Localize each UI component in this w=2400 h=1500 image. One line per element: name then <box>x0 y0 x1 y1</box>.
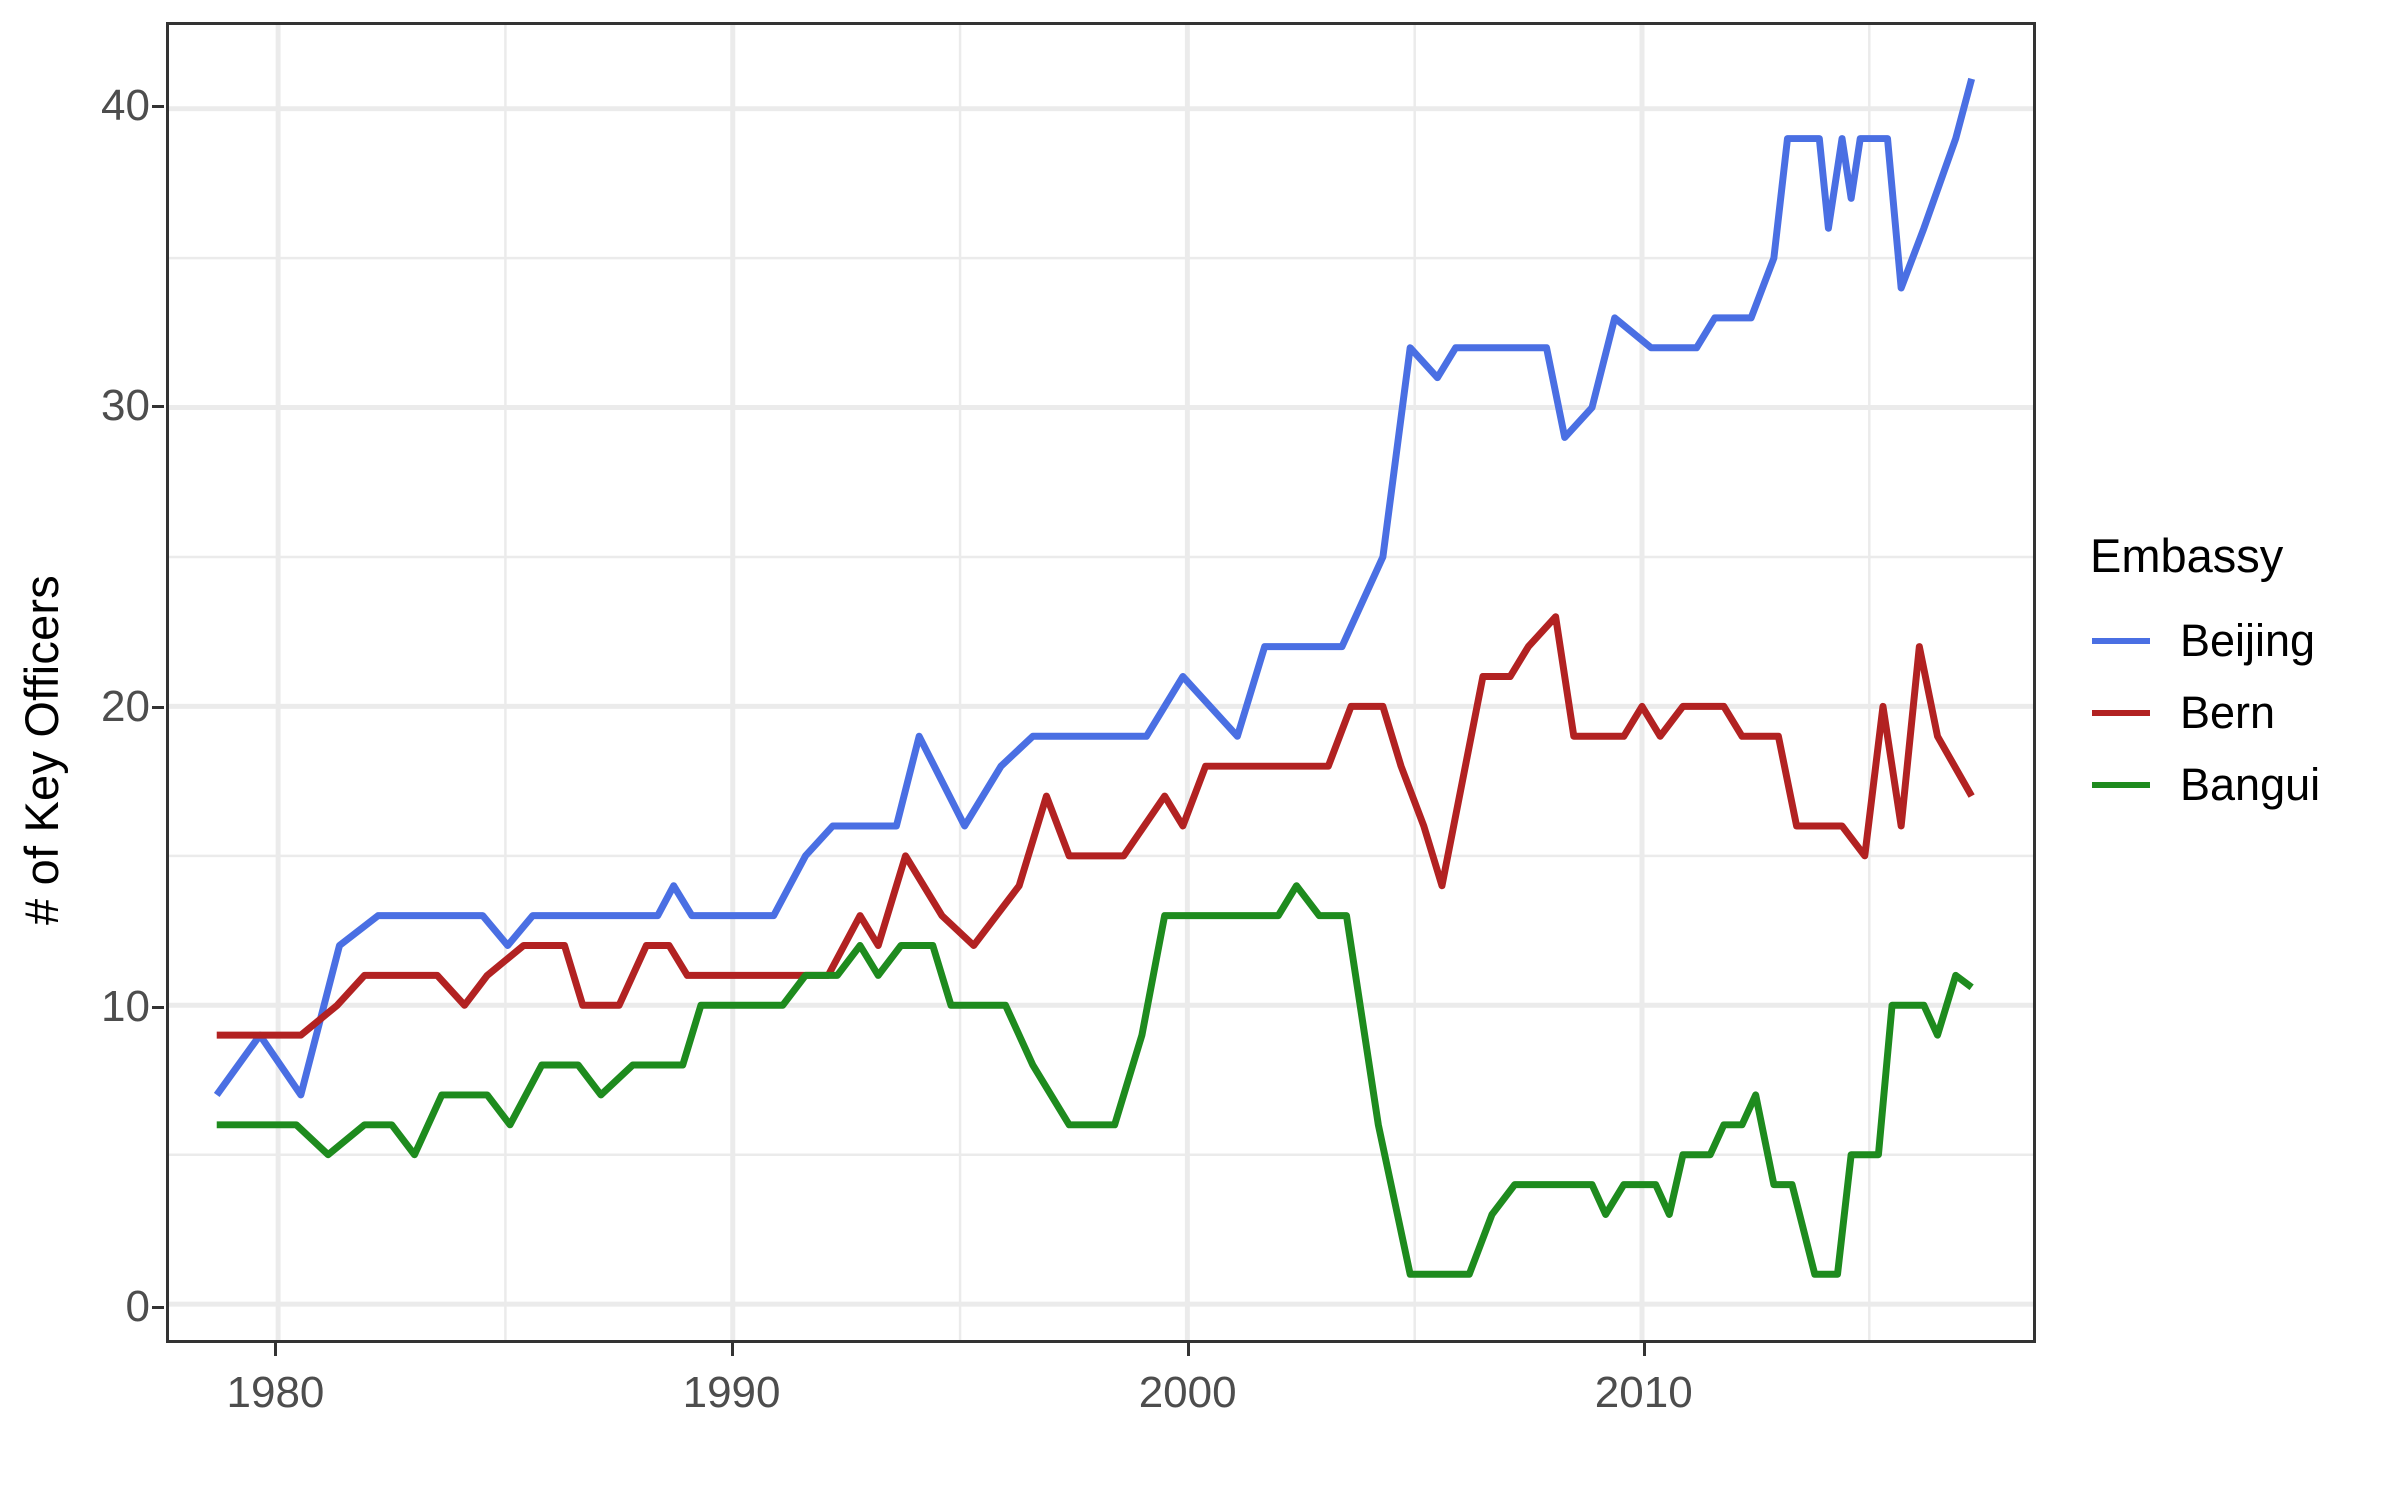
legend-item-bangui[interactable]: Bangui <box>2090 749 2390 821</box>
x-axis-tick-mark <box>730 1343 734 1356</box>
x-axis-tick-mark <box>1186 1343 1190 1356</box>
x-axis-tick-label: 1990 <box>682 1368 781 1417</box>
y-axis-tick-labels: 0 10 20 30 40 <box>82 0 150 1500</box>
legend-key-line-icon <box>2090 682 2152 744</box>
x-axis-tick-mark <box>1642 1343 1646 1356</box>
x-axis-tick-label: 2000 <box>1138 1368 1237 1417</box>
y-axis-title: # of Key Officers <box>14 575 68 925</box>
legend-item-label: Bangui <box>2180 759 2321 810</box>
y-axis-tick-mark <box>152 705 164 709</box>
legend-items: Beijing Bern Bangui <box>2090 605 2390 821</box>
y-axis-tick-mark <box>152 105 164 109</box>
legend-item-bern[interactable]: Bern <box>2090 677 2390 749</box>
y-axis-tick-label: 40 <box>101 81 150 131</box>
x-axis-tick-label: 2010 <box>1594 1368 1693 1417</box>
y-axis-tick-label: 10 <box>101 981 150 1031</box>
plot-panel <box>166 22 2036 1343</box>
y-axis-tick-mark <box>152 1005 164 1009</box>
legend-item-label: Beijing <box>2180 615 2316 666</box>
series-line-beijing <box>213 77 1975 1099</box>
series-line-bangui <box>216 882 1974 1278</box>
x-axis-tick-label: 1980 <box>226 1368 325 1417</box>
y-axis-tick-label: 20 <box>101 681 150 731</box>
legend-title: Embassy <box>2090 529 2284 582</box>
x-axis-tick-mark <box>274 1343 278 1356</box>
y-axis-tick-mark <box>152 1305 164 1309</box>
series-line-bern <box>216 613 1975 1039</box>
series-lines <box>213 77 1975 1278</box>
legend: Embassy Beijing Bern Bangui <box>2090 528 2390 821</box>
y-axis-tick-mark <box>152 405 164 409</box>
legend-item-beijing[interactable]: Beijing <box>2090 605 2390 677</box>
legend-item-label: Bern <box>2180 687 2276 738</box>
y-axis-tick-label: 0 <box>125 1281 150 1331</box>
y-axis-tick-label: 30 <box>101 381 150 431</box>
legend-key-line-icon <box>2090 754 2152 816</box>
legend-key-line-icon <box>2090 610 2152 672</box>
